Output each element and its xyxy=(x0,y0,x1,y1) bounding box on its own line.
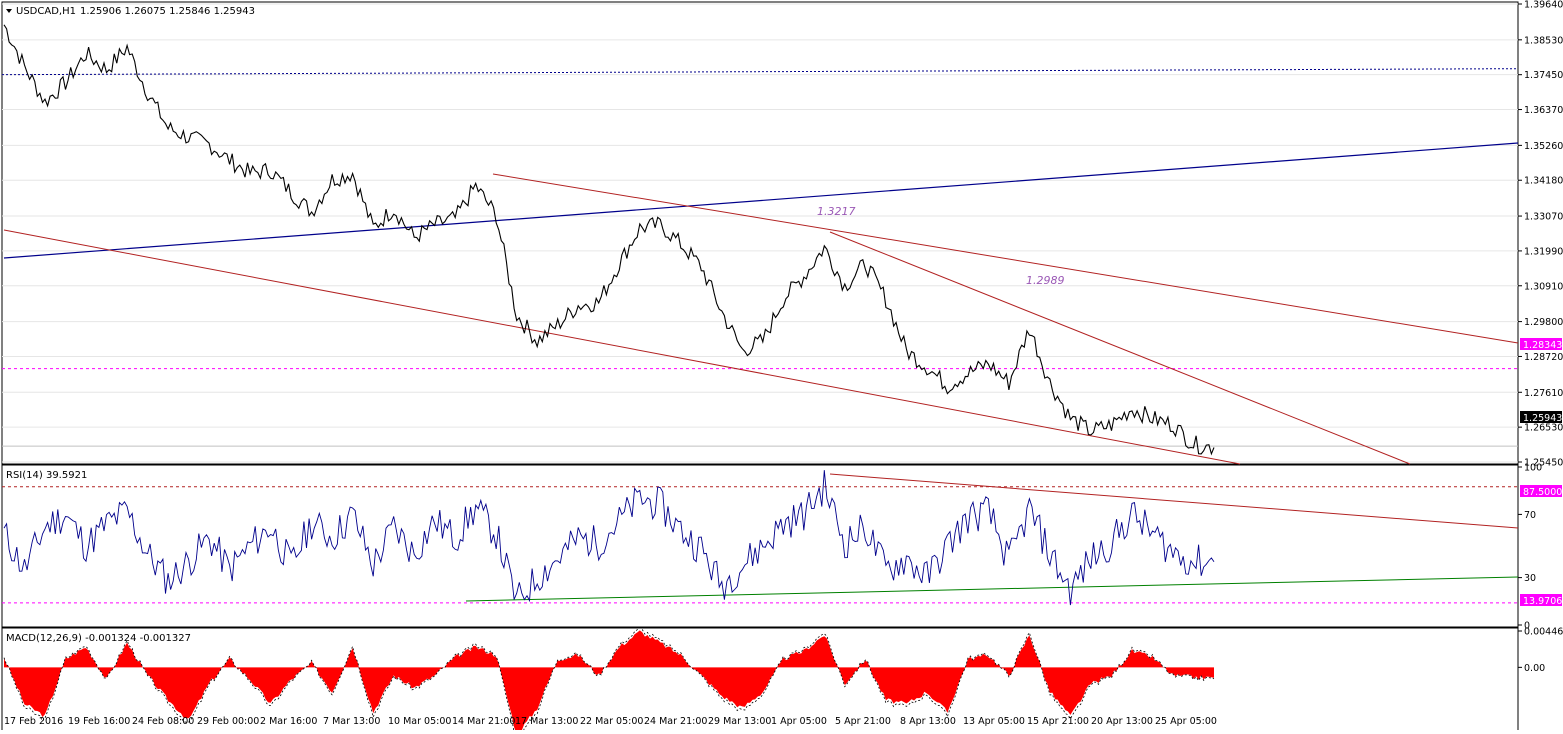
rsi-tick-label: 70 xyxy=(1524,510,1536,521)
x-tick-label: 15 Apr 21:00 xyxy=(1027,716,1089,727)
x-tick-label: 1 Apr 05:00 xyxy=(771,716,827,727)
grid xyxy=(2,3,1518,463)
svg-text:1.28343: 1.28343 xyxy=(1523,340,1562,351)
axes: 1.39640 1.38530 1.37450 1.36370 1.35260 1.341… xyxy=(4,0,1563,734)
price-tick-label: 1.35260 xyxy=(1524,141,1563,152)
price-level-badge: 1.28343 xyxy=(1520,338,1562,351)
x-tick-label: 17 Mar 13:00 xyxy=(515,716,578,727)
macd-label: MACD(12,26,9) -0.001324 -0.001327 xyxy=(6,633,191,644)
red-lower-trendline xyxy=(3,229,1241,465)
symbol-label: USDCAD,H1 xyxy=(16,6,76,17)
price-tick-label: 1.25450 xyxy=(1524,458,1563,469)
price-series-line xyxy=(3,24,1215,456)
x-tick-label: 19 Feb 16:00 xyxy=(68,716,130,727)
price-tick-label: 1.28720 xyxy=(1524,352,1563,363)
x-tick-label: 17 Feb 2016 xyxy=(4,716,63,727)
price-tick-label: 1.27610 xyxy=(1524,388,1563,399)
rsi-tick-label: 30 xyxy=(1524,573,1536,584)
rsi-series-line xyxy=(3,470,1215,606)
x-tick-label: 2 Mar 16:00 xyxy=(260,716,317,727)
price-panel[interactable] xyxy=(1,1,1519,465)
blue-trendline xyxy=(3,142,1519,259)
macd-signal-line xyxy=(3,626,1215,734)
x-tick-label: 25 Apr 05:00 xyxy=(1155,716,1217,727)
svg-text:13.9706: 13.9706 xyxy=(1523,596,1562,607)
x-tick-label: 22 Mar 05:00 xyxy=(580,716,643,727)
rsi-tick-label: 0 xyxy=(1524,621,1530,632)
x-tick-label: 13 Apr 05:00 xyxy=(963,716,1025,727)
red-steep-trendline xyxy=(829,231,1411,465)
rsi-label: RSI(14) 39.5921 xyxy=(6,470,87,481)
svg-text:87.5000: 87.5000 xyxy=(1523,487,1562,498)
x-tick-label: 24 Mar 21:00 xyxy=(644,716,707,727)
x-tick-label: 14 Mar 21:00 xyxy=(452,716,515,727)
price-tick-label: 1.34180 xyxy=(1524,176,1563,187)
red-upper-trendline xyxy=(492,173,1519,344)
price-tick-label: 1.30910 xyxy=(1524,281,1563,292)
x-tick-label: 29 Feb 00:00 xyxy=(197,716,259,727)
rsi-green-support xyxy=(465,576,1519,602)
price-tick-label: 1.26530 xyxy=(1524,423,1563,434)
rsi-red-trendline xyxy=(829,473,1519,529)
x-tick-label: 5 Apr 21:00 xyxy=(835,716,891,727)
price-tick-label: 1.36370 xyxy=(1524,105,1563,116)
x-tick-label: 29 Mar 13:00 xyxy=(708,716,771,727)
price-tick-label: 1.39640 xyxy=(1524,0,1563,11)
x-tick-label: 10 Mar 05:00 xyxy=(388,716,451,727)
series-layer xyxy=(3,24,1215,734)
current-price-badge: 1.25943 xyxy=(1520,411,1562,424)
x-tick-label: 8 Apr 13:00 xyxy=(900,716,956,727)
price-tick-label: 1.31990 xyxy=(1524,246,1563,257)
level-line-blue-dashed xyxy=(1,68,1519,76)
x-tick-label: 20 Apr 13:00 xyxy=(1091,716,1153,727)
rsi-lower-badge: 13.9706 xyxy=(1520,594,1562,607)
dropdown-triangle-icon[interactable] xyxy=(6,9,12,13)
price-tick-label: 1.37450 xyxy=(1524,70,1563,81)
macd-tick-label: 0.00 xyxy=(1524,663,1545,674)
trendlines xyxy=(1,68,1519,604)
x-tick-label: 24 Feb 08:00 xyxy=(132,716,194,727)
price-tick-label: 1.33070 xyxy=(1524,212,1563,223)
svg-text:1.25943: 1.25943 xyxy=(1523,413,1562,424)
annotation-high-2: 1.2989 xyxy=(1026,274,1065,287)
macd-tick-label: 0.00446 xyxy=(1524,627,1563,638)
ohlc-label: 1.25906 1.26075 1.25846 1.25943 xyxy=(80,6,255,17)
rsi-tick-label: 100 xyxy=(1524,463,1542,474)
annotation-high-1: 1.3217 xyxy=(817,205,856,218)
rsi-upper-badge: 87.5000 xyxy=(1520,485,1562,498)
price-tick-label: 1.29800 xyxy=(1524,317,1563,328)
price-tick-label: 1.38530 xyxy=(1524,35,1563,46)
x-tick-label: 7 Mar 13:00 xyxy=(323,716,380,727)
